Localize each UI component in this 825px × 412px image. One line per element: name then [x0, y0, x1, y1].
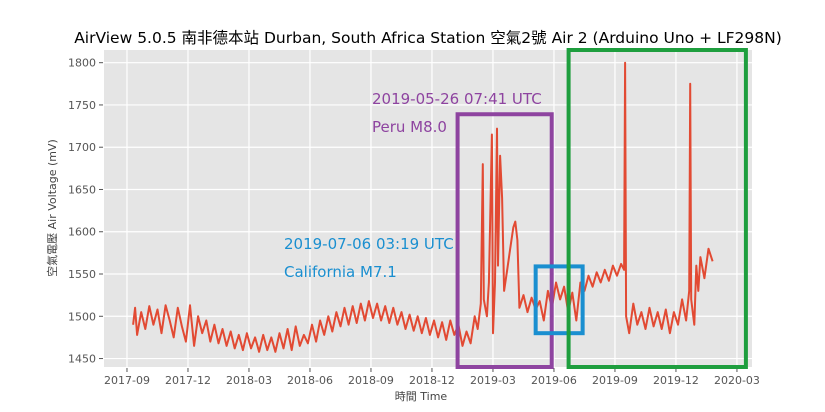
x-tick-label: 2018-09: [348, 374, 394, 387]
x-tick-label: 2019-03: [470, 374, 516, 387]
y-tick-label: 1600: [68, 226, 96, 239]
y-axis: 1450 1500 1550 1600 1650 1700 1750 1800: [68, 57, 103, 366]
x-tick-label: 2020-03: [714, 374, 760, 387]
annotation-box-california: [533, 264, 585, 336]
x-axis-label: 時間 Time: [395, 390, 448, 403]
x-axis: 2017-09 2017-12 2018-03 2018-06 2018-09 2018-…: [104, 368, 760, 387]
y-tick-label: 1750: [68, 99, 96, 112]
y-tick-label: 1550: [68, 268, 96, 281]
x-tick-label: 2019-06: [531, 374, 577, 387]
x-tick-label: 2018-03: [226, 374, 272, 387]
series-line-air-voltage: [132, 61, 714, 353]
y-tick-label: 1650: [68, 183, 96, 196]
annotation-text-california: 2019-07-06 03:19 UTC: [284, 235, 454, 253]
plot-background: [104, 50, 752, 367]
y-tick-label: 1700: [68, 141, 96, 154]
annotation-text-california: California M7.1: [284, 263, 397, 281]
annotation-text-peru: Peru M8.0: [372, 118, 447, 136]
annotations: 2019-05-26 07:41 UTC Peru M8.0 2019-07-06 …: [284, 48, 748, 369]
x-tick-label: 2019-09: [592, 374, 638, 387]
series: [132, 61, 714, 353]
x-tick-label: 2019-12: [653, 374, 699, 387]
y-tick-label: 1500: [68, 310, 96, 323]
annotation-box-highlight: [566, 48, 748, 369]
x-tick-label: 2017-12: [165, 374, 211, 387]
y-tick-label: 1450: [68, 353, 96, 366]
x-tick-label: 2018-06: [287, 374, 333, 387]
annotation-text-peru: 2019-05-26 07:41 UTC: [372, 90, 542, 108]
y-axis-label: 空氣電壓 Air Voltage (mV): [45, 139, 59, 277]
x-tick-label: 2018-12: [409, 374, 455, 387]
annotation-box-peru: [455, 112, 554, 369]
x-tick-label: 2017-09: [104, 374, 150, 387]
y-tick-label: 1800: [68, 57, 96, 70]
chart-title: AirView 5.0.5 南非德本站 Durban, South Africa…: [74, 29, 782, 47]
